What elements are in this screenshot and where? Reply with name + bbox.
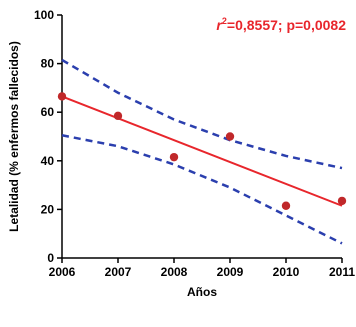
regression-stats-annotation: r2=0,8557; p=0,0082 — [216, 16, 346, 33]
data-point — [281, 201, 291, 210]
data-points — [57, 92, 347, 210]
stat-text: =0,8557; p=0,0082 — [227, 17, 346, 33]
data-point — [57, 92, 67, 101]
r-symbol: r — [216, 17, 223, 33]
regression-line — [61, 95, 343, 207]
data-point — [169, 152, 179, 162]
r-exponent: 2 — [222, 16, 227, 26]
x-tick-label: 2011 — [329, 265, 355, 279]
x-tick-label: 2010 — [273, 265, 300, 279]
series-layer — [57, 58, 347, 245]
y-axis-title: Letalidad (% enfermos fallecidos) — [7, 41, 21, 232]
x-tick-label: 2006 — [49, 265, 76, 279]
x-axis-title: Años — [187, 285, 217, 299]
y-tick-label: 40 — [41, 154, 55, 168]
y-ticks: 0 20 40 60 80 100 — [34, 8, 62, 265]
data-point — [225, 132, 235, 141]
data-point — [337, 196, 347, 206]
y-tick-label: 80 — [41, 57, 55, 71]
x-tick-label: 2009 — [217, 265, 244, 279]
confidence-upper-line — [61, 58, 343, 170]
data-point — [113, 111, 123, 121]
y-tick-label: 20 — [41, 202, 55, 216]
x-tick-label: 2008 — [161, 265, 188, 279]
y-tick-label: 0 — [47, 251, 54, 265]
x-ticks: 2006 2007 2008 2009 2010 2011 — [49, 258, 355, 279]
confidence-lower-line — [61, 134, 343, 245]
x-tick-label: 2007 — [105, 265, 132, 279]
y-tick-label: 100 — [34, 8, 54, 22]
y-tick-label: 60 — [41, 105, 55, 119]
